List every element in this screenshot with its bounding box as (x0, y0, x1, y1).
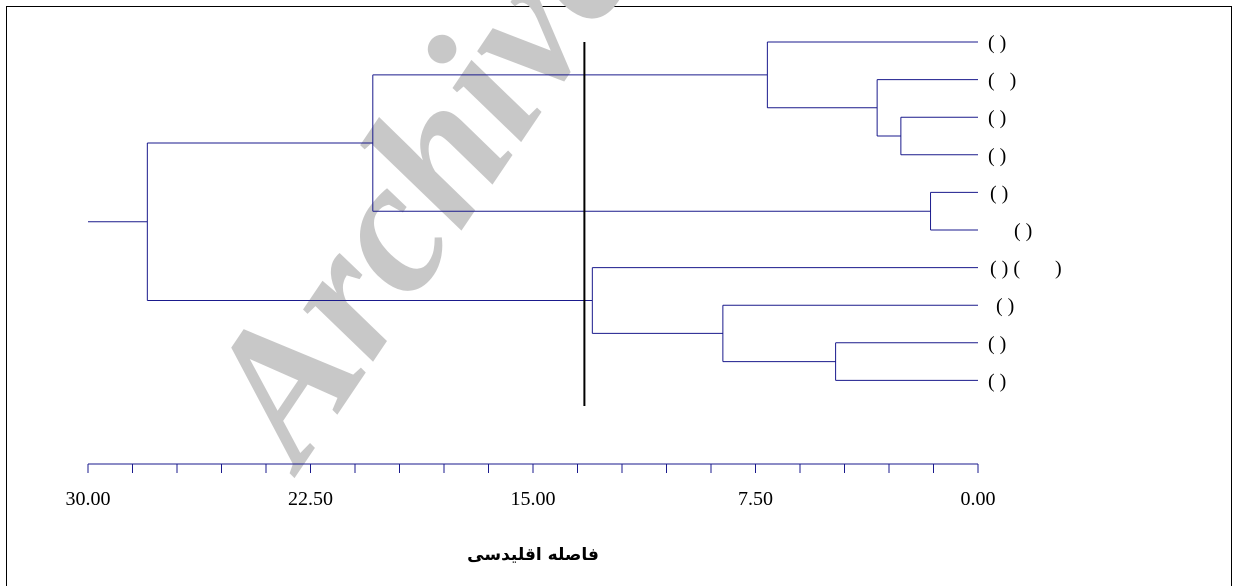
dendrogram-branches (88, 41, 978, 381)
x-tick-label: 15.00 (511, 488, 556, 510)
leaf-label: ( ) (988, 70, 1016, 92)
leaf-label: ( ) (1014, 220, 1032, 242)
leaf-label: ( ) (988, 32, 1006, 54)
leaf-label: ( ) (988, 333, 1006, 355)
figure-frame (6, 6, 1232, 586)
x-tick-label: 30.00 (66, 488, 111, 510)
leaf-label: ( ) (990, 182, 1008, 204)
x-tick-label: 7.50 (738, 488, 773, 510)
leaf-label: ( ) (996, 295, 1014, 317)
x-axis: 30.00 22.50 15.00 7.50 0.00 (66, 463, 996, 510)
leaf-label: ( ) (988, 145, 1006, 167)
x-axis-title: فاصله اقلیدسی (467, 545, 599, 565)
leaf-label: ( ) (988, 370, 1006, 392)
x-tick-label: 22.50 (288, 488, 333, 510)
x-tick-label: 0.00 (961, 488, 996, 510)
leaf-label: ( ) ( ) (990, 258, 1062, 280)
leaf-labels: ( ) ( ) ( ) ( ) ( ) ( ) ( ) ( ) ( ) ( ) ( ) (988, 32, 1062, 392)
leaf-label: ( ) (988, 107, 1006, 129)
